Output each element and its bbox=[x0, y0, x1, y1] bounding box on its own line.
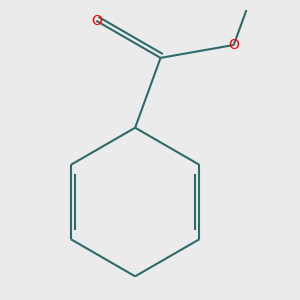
Text: O: O bbox=[228, 38, 239, 52]
Text: O: O bbox=[91, 14, 102, 28]
